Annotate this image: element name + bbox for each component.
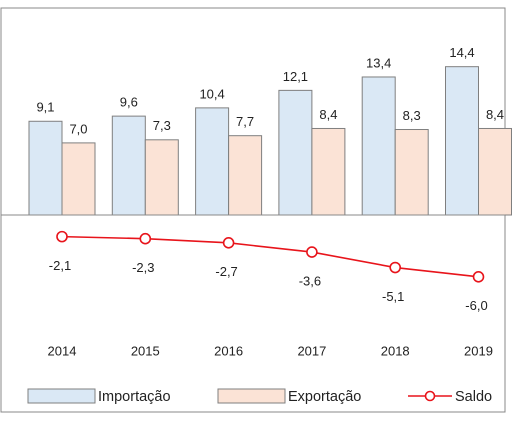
legend-swatch [217, 388, 286, 404]
legend-label: Exportação [288, 389, 361, 405]
bar [478, 127, 512, 216]
bar [394, 129, 429, 216]
data-label: 7,0 [69, 121, 87, 136]
bar [61, 142, 96, 216]
data-label: -2,1 [49, 258, 71, 273]
x-tick-label: 2018 [381, 343, 410, 358]
data-label: 8,4 [319, 107, 337, 122]
line-marker [139, 232, 152, 245]
data-label: 9,6 [120, 95, 138, 110]
data-label: 9,1 [36, 100, 54, 115]
data-label: 14,4 [449, 45, 474, 60]
data-label: -2,7 [215, 264, 237, 279]
x-tick-label: 2015 [131, 343, 160, 358]
x-tick-label: 2014 [48, 343, 77, 358]
data-label: -2,3 [132, 260, 154, 275]
line-marker [306, 246, 318, 258]
legend-swatch [27, 388, 96, 404]
line [61, 235, 479, 278]
x-tick-label: 2017 [297, 343, 326, 358]
line-marker [472, 270, 485, 283]
data-label: 8,3 [403, 108, 421, 123]
x-tick-label: 2016 [214, 343, 243, 358]
data-label: 13,4 [366, 55, 391, 70]
data-label: 12,1 [283, 69, 308, 84]
bar [278, 89, 313, 216]
bar [311, 127, 346, 216]
data-label: 10,4 [199, 86, 224, 101]
line-marker [389, 261, 402, 274]
bar [144, 139, 179, 216]
legend-label: Saldo [455, 389, 492, 405]
bar [361, 76, 396, 216]
legend-label: Importação [98, 389, 171, 405]
bar [28, 120, 63, 216]
data-label: 7,3 [153, 118, 171, 133]
bar [111, 115, 146, 216]
data-label: -5,1 [382, 289, 404, 304]
data-label: 7,7 [236, 114, 254, 129]
line-marker [222, 237, 235, 249]
bar [228, 135, 263, 216]
data-label: 8,4 [486, 107, 504, 122]
x-tick-label: 2019 [464, 343, 493, 358]
line-marker [56, 230, 68, 243]
data-label: -6,0 [465, 298, 487, 313]
legend-swatch [424, 390, 436, 402]
data-label: -3,6 [299, 274, 321, 289]
bar [195, 107, 230, 216]
bar [445, 66, 479, 216]
